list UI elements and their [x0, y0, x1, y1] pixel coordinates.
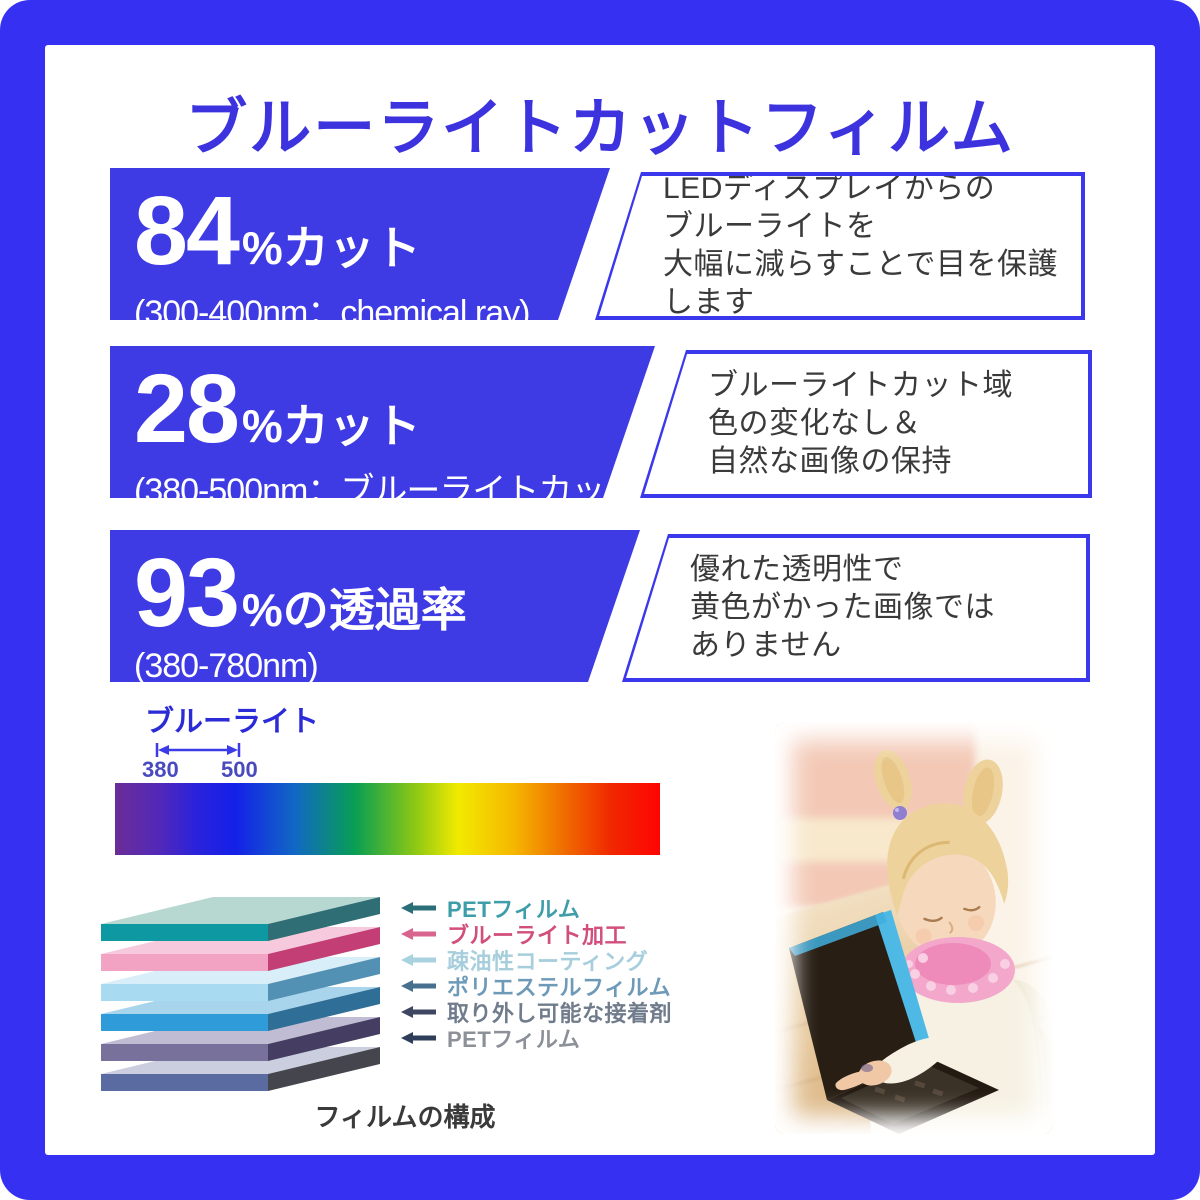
stat-unit: %カット — [241, 400, 421, 452]
stat-unit: %カット — [241, 222, 421, 274]
film-diagram-caption: フィルムの構成 — [314, 1102, 496, 1132]
film-layer-stack-diagram — [101, 897, 380, 1091]
film-layer-item: 疎油性コーティング — [401, 947, 672, 974]
stat-value: 84 — [134, 176, 238, 285]
film-layer-label: PETフィルム — [447, 1027, 581, 1052]
stat-value: 93 — [134, 538, 238, 647]
description-box: 優れた透明性で 黄色がかった画像では ありません — [622, 534, 1090, 682]
stat-banner-93: 93 %の透過率 (380-780nm) — [110, 530, 640, 682]
content-area: ブルーライトカットフィルム 84 %カット (300-400nm：chemica… — [45, 45, 1155, 1155]
film-layer-label: ブルーライト加工 — [447, 923, 628, 948]
left-arrow-icon — [401, 1006, 436, 1018]
film-layer-item: ブルーライト加工 — [401, 921, 672, 948]
left-arrow-icon — [401, 954, 436, 966]
stat-value: 28 — [134, 354, 238, 463]
bluelight-range-label: ブルーライト — [145, 706, 320, 738]
film-layer-item: ポリエステルフィルム — [401, 973, 672, 1000]
stat-banner-84: 84 %カット (300-400nm：chemical ray) — [110, 168, 610, 320]
film-layer-label: ポリエステルフィルム — [447, 975, 672, 1000]
girl-laptop-photo — [775, 722, 1053, 1134]
film-layer-label: 疎油性コーティング — [447, 949, 649, 974]
left-arrow-icon — [401, 928, 436, 940]
wavelength-380: 380 — [142, 757, 179, 782]
description-line: ありません — [690, 629, 842, 662]
description-box: LEDディスプレイからの ブルーライトを 大幅に減らすことで目を保護します — [595, 172, 1085, 320]
stat-unit: %の透過率 — [241, 584, 467, 636]
description-line: 黄色がかった画像では — [690, 591, 995, 624]
film-layer-label: PETフィルム — [447, 897, 581, 922]
film-layer-label: 取り外し可能な接着剤 — [447, 1001, 673, 1026]
page-title: ブルーライトカットフィルム — [185, 94, 1015, 163]
film-layer-item: PETフィルム — [401, 1025, 672, 1052]
stat-range: (300-400nm：chemical ray) — [134, 294, 530, 332]
description-box: ブルーライトカット域 色の変化なし＆ 自然な画像の保持 — [640, 350, 1092, 498]
light-spectrum-bar — [115, 783, 660, 855]
description-line: ブルーライトカット域 — [708, 369, 1013, 402]
stat-range: (380-780nm) — [134, 647, 318, 685]
description-line: 優れた透明性で — [690, 553, 904, 586]
film-layer-item: PETフィルム — [401, 895, 672, 922]
film-layer-legend: PETフィルム ブルーライト加工 疎油性コーティング ポリエステルフィルム 取り… — [401, 895, 673, 1052]
range-arrow-icon — [155, 743, 241, 757]
film-layer-item: 取り外し可能な接着剤 — [401, 999, 673, 1026]
left-arrow-icon — [401, 980, 436, 992]
left-arrow-icon — [401, 902, 436, 914]
stat-banner-28: 28 %カット (380-500nm：ブルーライトカット域) — [110, 346, 655, 498]
wavelength-500: 500 — [221, 757, 258, 782]
description-line: 色の変化なし＆ — [708, 407, 922, 440]
description-line: 自然な画像の保持 — [708, 445, 952, 478]
description-line: LEDディスプレイからの — [663, 172, 996, 205]
description-line: ブルーライトを — [663, 210, 877, 243]
left-arrow-icon — [401, 1032, 436, 1044]
description-line: 大幅に減らすことで目を保護します — [663, 248, 1058, 319]
